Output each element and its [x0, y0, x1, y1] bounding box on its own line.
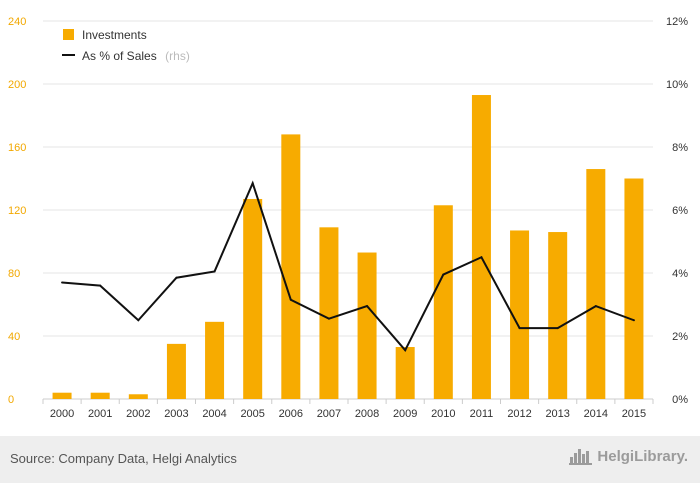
x-tick-label: 2004	[202, 408, 226, 420]
bar-2011	[471, 95, 491, 400]
line-point-2013	[556, 327, 559, 330]
x-tick-label: 2010	[431, 408, 455, 420]
brand-logo: HelgiLibrary.	[569, 447, 688, 465]
x-tick-label: 2012	[507, 408, 531, 420]
bar-2013	[548, 232, 568, 399]
line-series	[61, 180, 635, 352]
legend: Investments As % of Sales (rhs)	[62, 28, 190, 64]
left-tick-label: 160	[8, 142, 26, 154]
bar-2005	[243, 198, 263, 399]
x-tick-label: 2002	[126, 408, 150, 420]
x-tick-label: 2000	[50, 408, 74, 420]
x-axis: 2000 2001 2002 2003 2004 2005 2006 2007 2008 2009…	[42, 399, 654, 420]
left-axis: 0 40 80 120 160 200 240	[8, 16, 26, 406]
bar-2007	[319, 227, 339, 399]
line-point-2011	[480, 256, 483, 259]
x-tick-label: 2011	[470, 408, 494, 420]
x-tick-label: 2001	[88, 408, 112, 420]
left-tick-label: 240	[8, 16, 26, 28]
helgi-skyline-icon	[569, 449, 593, 465]
bar-2015	[624, 178, 644, 399]
right-axis: 0% 2% 4% 6% 8% 10% 12%	[666, 16, 688, 406]
legend-bar-swatch	[63, 29, 74, 40]
bar-2009	[395, 347, 415, 399]
bar-2002	[128, 394, 148, 399]
right-tick-label: 4%	[672, 268, 688, 280]
bar-2004	[205, 321, 225, 399]
left-tick-label: 0	[8, 394, 14, 406]
bar-2003	[166, 343, 186, 399]
x-tick-label: 2009	[393, 408, 417, 420]
legend-rhs-suffix: (rhs)	[165, 49, 190, 63]
legend-percent-label: As % of Sales (rhs)	[82, 47, 190, 64]
bar-series	[52, 95, 644, 400]
right-tick-label: 2%	[672, 331, 688, 343]
left-tick-label: 40	[8, 331, 20, 343]
line-point-2002	[137, 319, 140, 322]
line-point-2000	[61, 281, 64, 284]
x-tick-label: 2008	[355, 408, 379, 420]
line-point-2006	[289, 298, 292, 301]
legend-investments-label: Investments	[82, 28, 147, 42]
line-point-2003	[175, 276, 178, 279]
bar-2008	[357, 252, 377, 399]
legend-percent-name: As % of Sales	[82, 49, 157, 63]
bar-2014	[586, 169, 606, 399]
source-text: Source: Company Data, Helgi Analytics	[10, 451, 237, 466]
line-point-2005	[251, 182, 254, 185]
line-point-2009	[404, 349, 407, 352]
bar-2006	[281, 134, 301, 399]
right-tick-label: 6%	[672, 205, 688, 217]
right-tick-label: 12%	[666, 16, 688, 28]
x-tick-label: 2015	[622, 408, 646, 420]
line-point-2010	[442, 273, 445, 276]
bar-2001	[90, 392, 110, 399]
line-point-2007	[327, 317, 330, 320]
right-tick-label: 0%	[672, 394, 688, 406]
left-tick-label: 120	[8, 205, 26, 217]
left-tick-label: 200	[8, 79, 26, 91]
left-tick-label: 80	[8, 268, 20, 280]
line-point-2004	[213, 270, 216, 273]
brand-name: HelgiLibrary.	[597, 447, 688, 465]
percent-of-sales-line	[61, 180, 635, 352]
right-tick-label: 10%	[666, 79, 688, 91]
x-tick-label: 2014	[584, 408, 608, 420]
bar-2010	[433, 205, 453, 399]
bar-2000	[52, 392, 72, 399]
line-point-2001	[99, 284, 102, 287]
line-point-2008	[366, 305, 369, 308]
line-point-2012	[518, 327, 521, 330]
x-tick-label: 2005	[240, 408, 264, 420]
line-point-2015	[632, 319, 635, 322]
gridlines	[43, 20, 653, 400]
bar-2012	[510, 230, 530, 399]
right-tick-label: 8%	[672, 142, 688, 154]
x-tick-label: 2007	[317, 408, 341, 420]
x-tick-label: 2006	[279, 408, 303, 420]
line-point-2014	[594, 305, 597, 308]
x-tick-label: 2013	[545, 408, 569, 420]
x-tick-label: 2003	[164, 408, 188, 420]
